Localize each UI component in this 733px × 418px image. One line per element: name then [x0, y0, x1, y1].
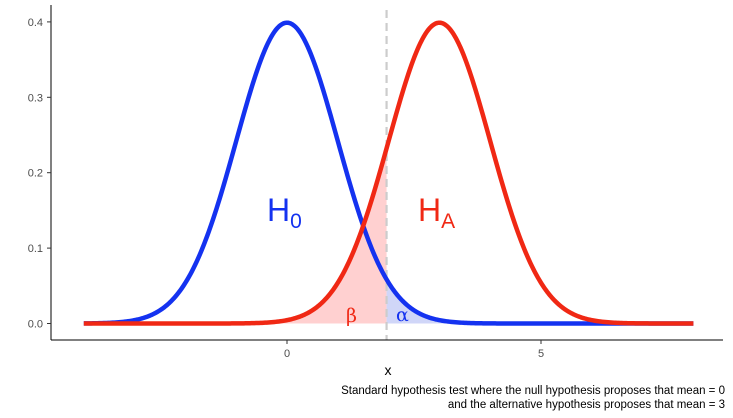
alpha-shaded-area	[386, 279, 694, 324]
beta-shaded-area	[83, 148, 387, 324]
x-tick-label: 0	[284, 348, 290, 360]
x-tick-label: 5	[538, 348, 544, 360]
y-tick-label: 0.0	[28, 319, 43, 331]
alternative-hypothesis-label: HA	[418, 192, 455, 233]
alpha-label: α	[396, 304, 409, 326]
y-tick-label: 0.1	[28, 243, 43, 255]
x-axis-title: x	[385, 362, 392, 378]
y-tick-label: 0.4	[28, 17, 43, 29]
alternative-hypothesis-curve	[83, 20, 695, 326]
null-hypothesis-curve	[83, 20, 695, 326]
caption-line-1: Standard hypothesis test where the null …	[341, 385, 725, 397]
y-tick-label: 0.3	[28, 92, 43, 104]
beta-label: β	[346, 305, 357, 327]
y-tick-label: 0.2	[28, 168, 43, 180]
null-hypothesis-label: H0	[267, 192, 302, 233]
caption-line-2: and the alternative hypothesis proposes …	[448, 399, 725, 411]
y-axis-ticks: 0.0 0.1 0.2 0.3 0.4	[28, 17, 51, 331]
